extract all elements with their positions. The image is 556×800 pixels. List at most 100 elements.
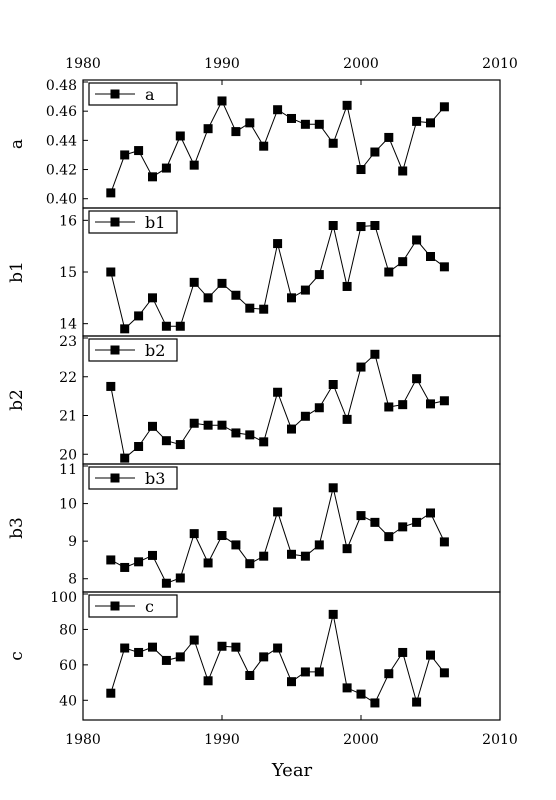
y-tick-label: 23	[59, 334, 77, 350]
data-point	[217, 96, 227, 106]
data-point	[370, 698, 380, 708]
data-point	[273, 105, 283, 115]
data-point	[231, 540, 241, 550]
y-tick-label: 11	[59, 462, 77, 478]
data-point	[439, 396, 449, 406]
y-tick-label: 8	[68, 572, 77, 588]
data-point	[356, 165, 366, 175]
y-axis-title: c	[7, 651, 27, 661]
data-point	[203, 558, 213, 568]
data-point	[273, 507, 283, 517]
y-axis-title: b3	[7, 517, 27, 539]
data-point	[412, 517, 422, 527]
data-point	[398, 647, 408, 657]
data-point	[398, 522, 408, 532]
data-point	[342, 544, 352, 554]
y-tick-label: 0.40	[46, 192, 77, 208]
data-point	[328, 609, 338, 619]
data-point	[398, 400, 408, 410]
data-point	[106, 555, 116, 565]
data-point	[161, 436, 171, 446]
data-point	[259, 437, 269, 447]
y-tick-label: 20	[59, 447, 77, 463]
data-point	[217, 278, 227, 288]
legend: b1	[88, 210, 178, 234]
data-point	[120, 453, 130, 463]
data-point	[189, 418, 199, 428]
bottom-x-tick-label: 1990	[204, 732, 240, 748]
data-point	[259, 551, 269, 561]
legend-marker	[110, 89, 120, 99]
legend-label: b1	[145, 213, 165, 232]
data-point	[439, 537, 449, 547]
x-axis-title: Year	[271, 760, 313, 781]
y-axis-title: b2	[7, 389, 27, 411]
data-point	[370, 221, 380, 230]
panel-a: 0.40 0.42 0.44 0.46 0.48 a a	[7, 78, 501, 209]
y-tick-label: 40	[59, 693, 77, 709]
legend: b3	[88, 466, 178, 490]
data-point	[106, 688, 116, 698]
data-point	[412, 116, 422, 126]
data-point	[161, 163, 171, 173]
data-point	[342, 100, 352, 110]
data-point	[231, 642, 241, 652]
data-point	[217, 531, 227, 541]
y-tick-label: 21	[59, 409, 77, 425]
data-point	[384, 532, 394, 542]
data-point	[342, 414, 352, 424]
data-point	[287, 113, 296, 123]
data-point	[203, 420, 213, 430]
data-point	[426, 650, 435, 660]
data-point	[300, 285, 310, 295]
data-point	[134, 146, 144, 156]
data-point	[287, 293, 296, 303]
data-point	[384, 267, 394, 277]
y-tick-label: 22	[59, 370, 77, 386]
data-point	[148, 293, 157, 303]
series-line-c	[110, 614, 445, 704]
legend-label: b3	[145, 469, 165, 488]
data-point	[245, 430, 255, 440]
data-point	[287, 549, 296, 559]
legend-marker	[110, 473, 120, 483]
data-point	[300, 119, 310, 129]
data-point	[120, 150, 130, 160]
data-point	[148, 642, 157, 652]
bottom-x-axis: 1980 1990 2000 2010	[65, 732, 518, 748]
data-point	[314, 119, 324, 129]
panel-frame	[82, 591, 501, 721]
data-point	[203, 293, 213, 303]
y-axis-title: b1	[7, 261, 27, 283]
panel-b3: 8 9 10 11 b3 b3	[7, 462, 501, 593]
data-point	[134, 311, 144, 321]
y-tick-label: 0.48	[46, 78, 77, 94]
data-point	[328, 483, 338, 493]
y-tick-label: 15	[59, 265, 77, 281]
data-point	[328, 138, 338, 148]
data-point	[217, 641, 227, 651]
data-point	[287, 677, 296, 687]
top-x-tick-label: 1990	[204, 56, 240, 72]
data-point	[342, 683, 352, 693]
data-point	[300, 667, 310, 677]
data-point	[426, 508, 435, 518]
data-point	[370, 517, 380, 527]
panel-b1: 14 15 16 b1 b1	[7, 207, 501, 337]
bottom-x-tick-label: 1980	[65, 732, 101, 748]
data-point	[231, 290, 241, 300]
data-point	[217, 420, 227, 430]
data-point	[245, 118, 255, 128]
y-tick-label: 100	[50, 590, 77, 606]
bottom-x-tick-label: 2000	[343, 732, 379, 748]
data-point	[259, 304, 269, 314]
data-point	[245, 303, 255, 313]
legend-label: c	[145, 597, 154, 616]
legend-label: b2	[145, 341, 165, 360]
data-point	[384, 669, 394, 679]
series-line-a	[110, 99, 445, 194]
data-point	[231, 428, 241, 438]
series-line-b2	[110, 353, 445, 460]
chart-panels: 0.40 0.42 0.44 0.46 0.48 a a 14 15 16 b1 b1 20 21 22 23…	[7, 78, 501, 721]
data-point	[189, 635, 199, 645]
